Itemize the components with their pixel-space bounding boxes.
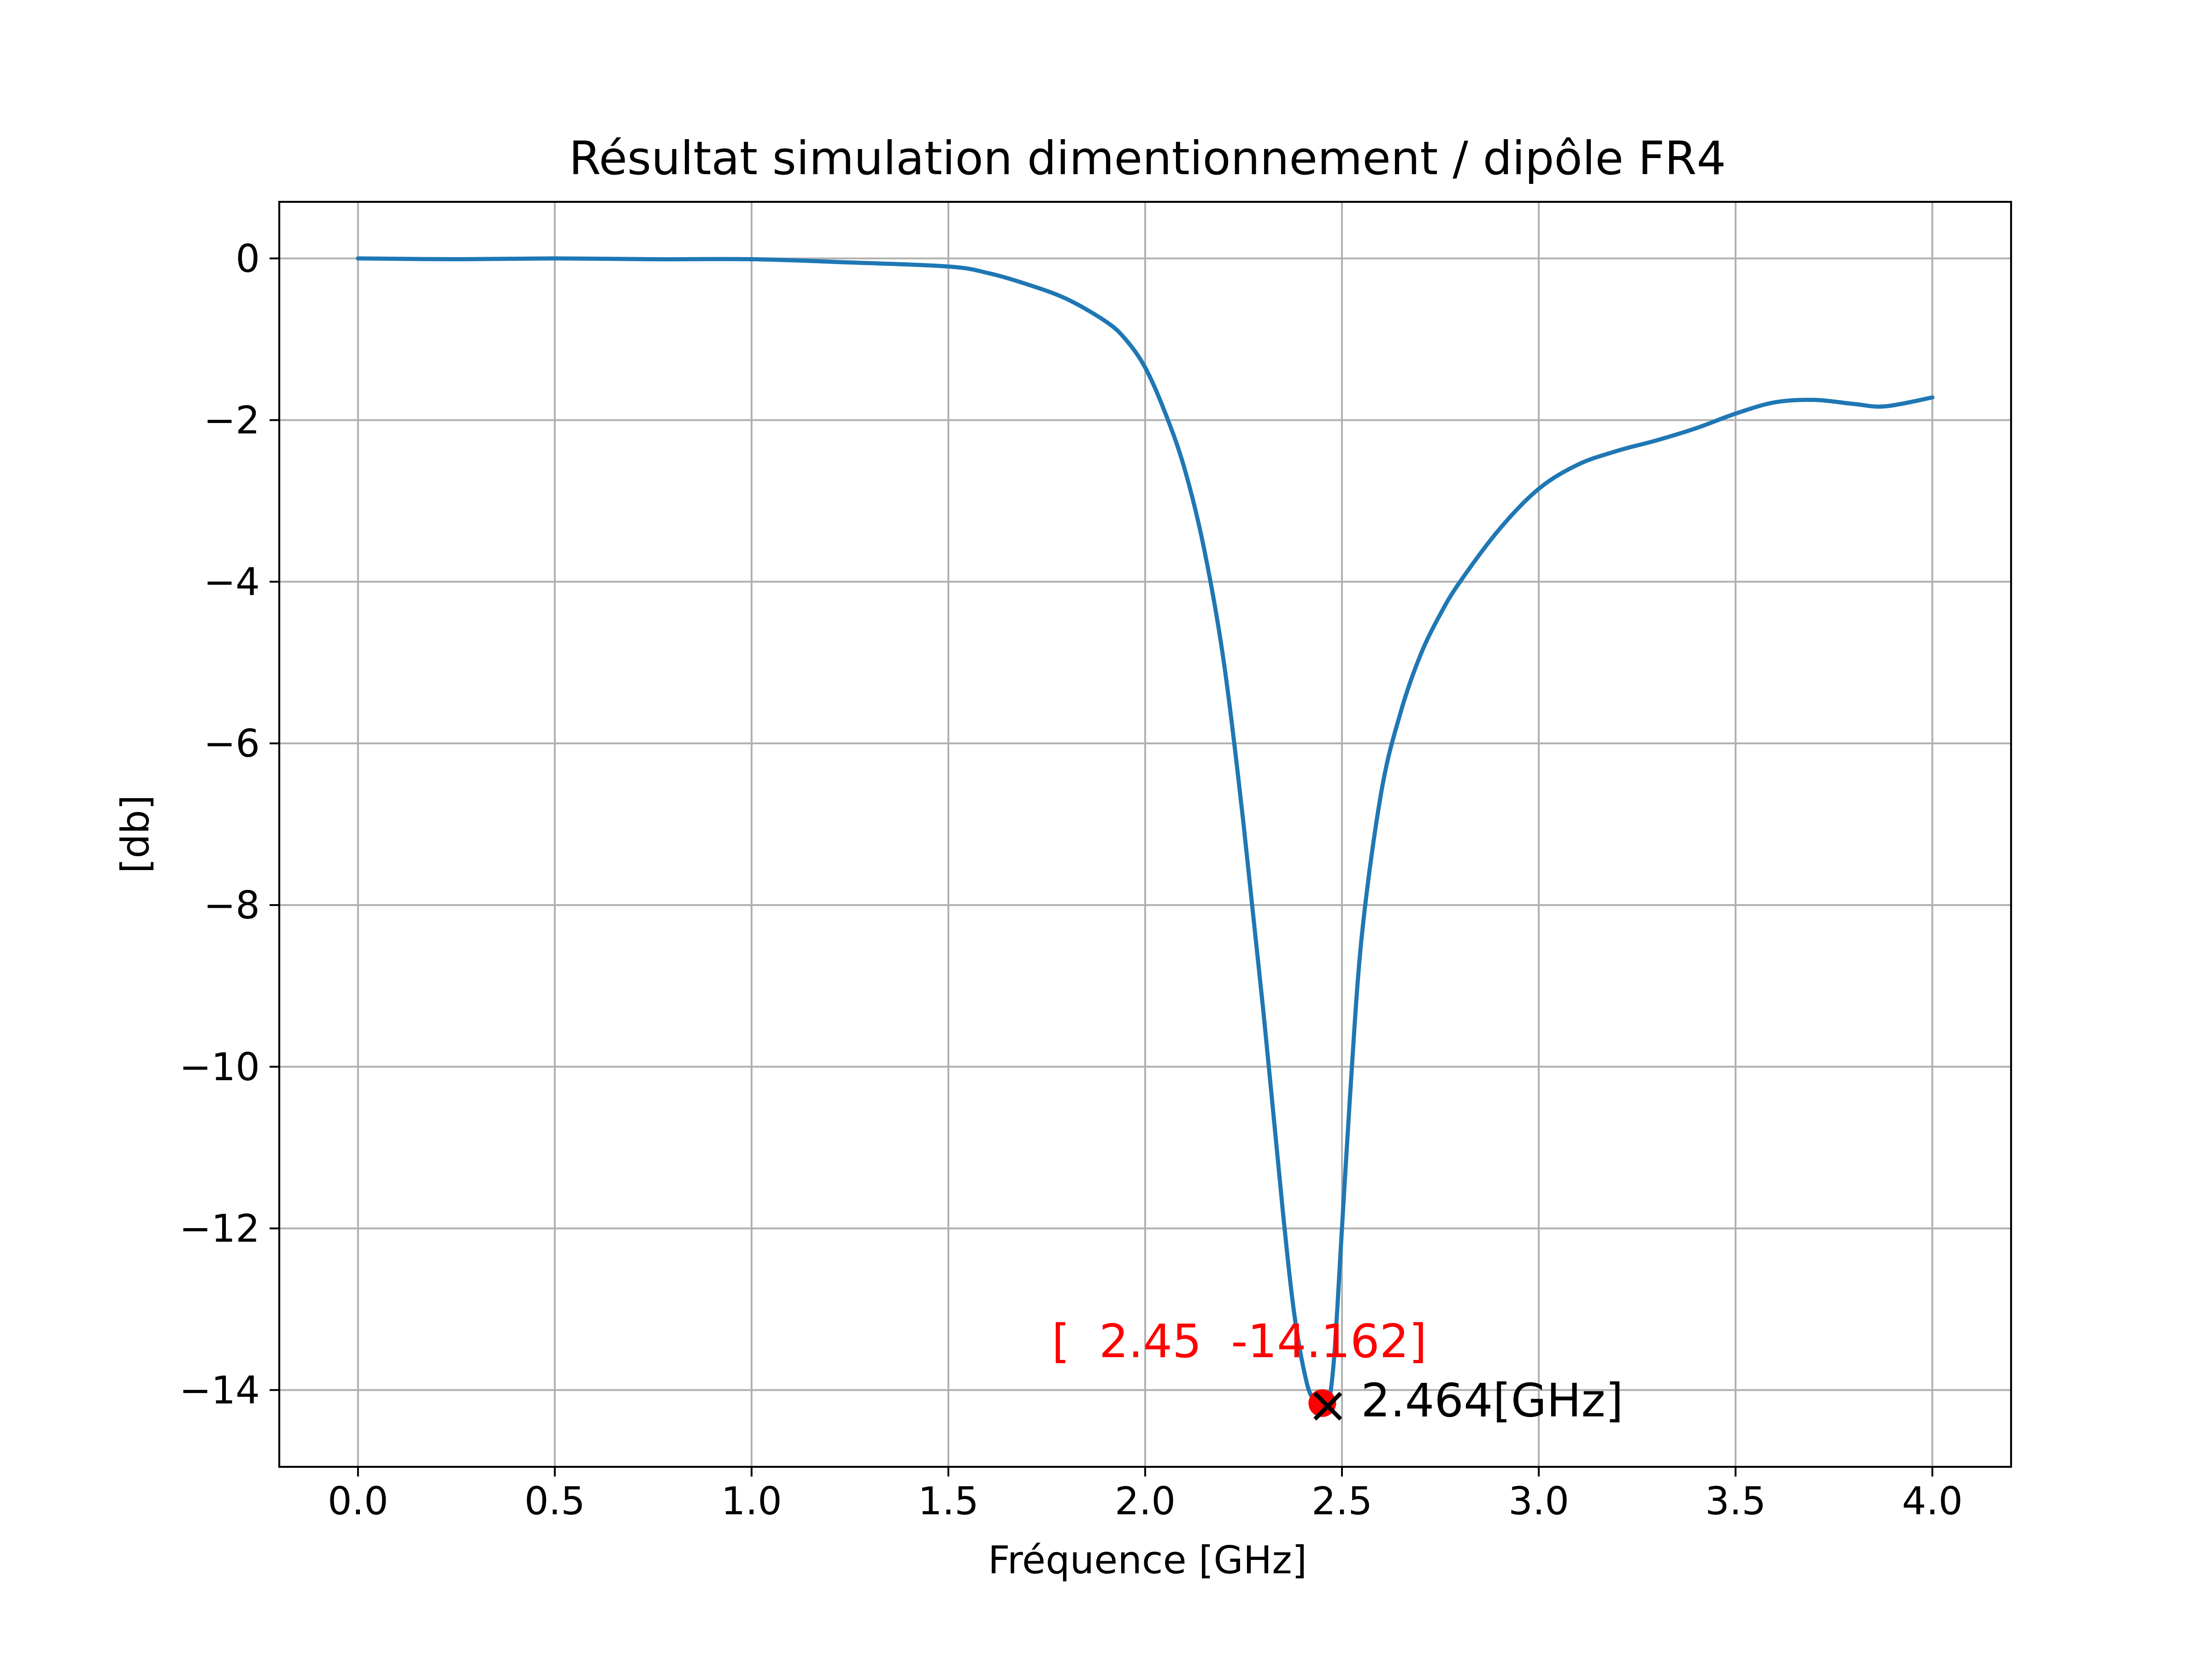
x-tick-label: 1.0 bbox=[721, 1479, 782, 1524]
minimum-value-annotation: [ 2.45 -14.162] bbox=[1052, 1314, 1427, 1368]
y-tick-label: −4 bbox=[204, 559, 260, 604]
y-tick-label: −10 bbox=[179, 1045, 260, 1089]
plot-frame bbox=[278, 200, 2012, 1468]
y-tick-label: −6 bbox=[204, 721, 260, 766]
y-tick-label: −14 bbox=[179, 1368, 260, 1412]
frequency-annotation: 2.464[GHz] bbox=[1361, 1373, 1623, 1427]
series-group bbox=[356, 256, 1935, 1412]
x-axis-label: Fréquence [GHz] bbox=[988, 1538, 1307, 1583]
y-axis-ticks: 0 −2 −4 −6 −8 −10 −12 −14 bbox=[179, 236, 279, 1412]
y-tick-label: −2 bbox=[204, 398, 260, 443]
y-axis-label: [db] bbox=[113, 795, 158, 873]
x-tick-label: 2.5 bbox=[1312, 1479, 1372, 1524]
x-tick-label: 0.5 bbox=[524, 1479, 585, 1524]
x-tick-label: 3.0 bbox=[1508, 1479, 1569, 1524]
x-tick-label: 3.5 bbox=[1705, 1479, 1766, 1524]
series-line bbox=[356, 256, 1935, 1412]
x-tick-label: 4.0 bbox=[1902, 1479, 1963, 1524]
x-axis-ticks: 0.0 0.5 1.0 1.5 2.0 2.5 3.0 3.5 4.0 bbox=[328, 1467, 1963, 1524]
x-tick-label: 0.0 bbox=[328, 1479, 388, 1524]
x-tick-label: 1.5 bbox=[918, 1479, 979, 1524]
x-tick-label: 2.0 bbox=[1115, 1479, 1176, 1524]
grid-lines bbox=[279, 202, 2011, 1467]
annotation-group: [ 2.45 -14.162]2.464[GHz] bbox=[1052, 1314, 1623, 1428]
chart-title: Résultat simulation dimentionnement / di… bbox=[569, 131, 1726, 185]
y-tick-label: −8 bbox=[204, 883, 260, 928]
y-tick-label: −12 bbox=[179, 1206, 260, 1251]
marker-group bbox=[1308, 1389, 1342, 1421]
minimum-x-marker bbox=[1313, 1392, 1342, 1421]
x-marker-stroke bbox=[1313, 1392, 1342, 1421]
y-tick-label: 0 bbox=[235, 236, 260, 281]
